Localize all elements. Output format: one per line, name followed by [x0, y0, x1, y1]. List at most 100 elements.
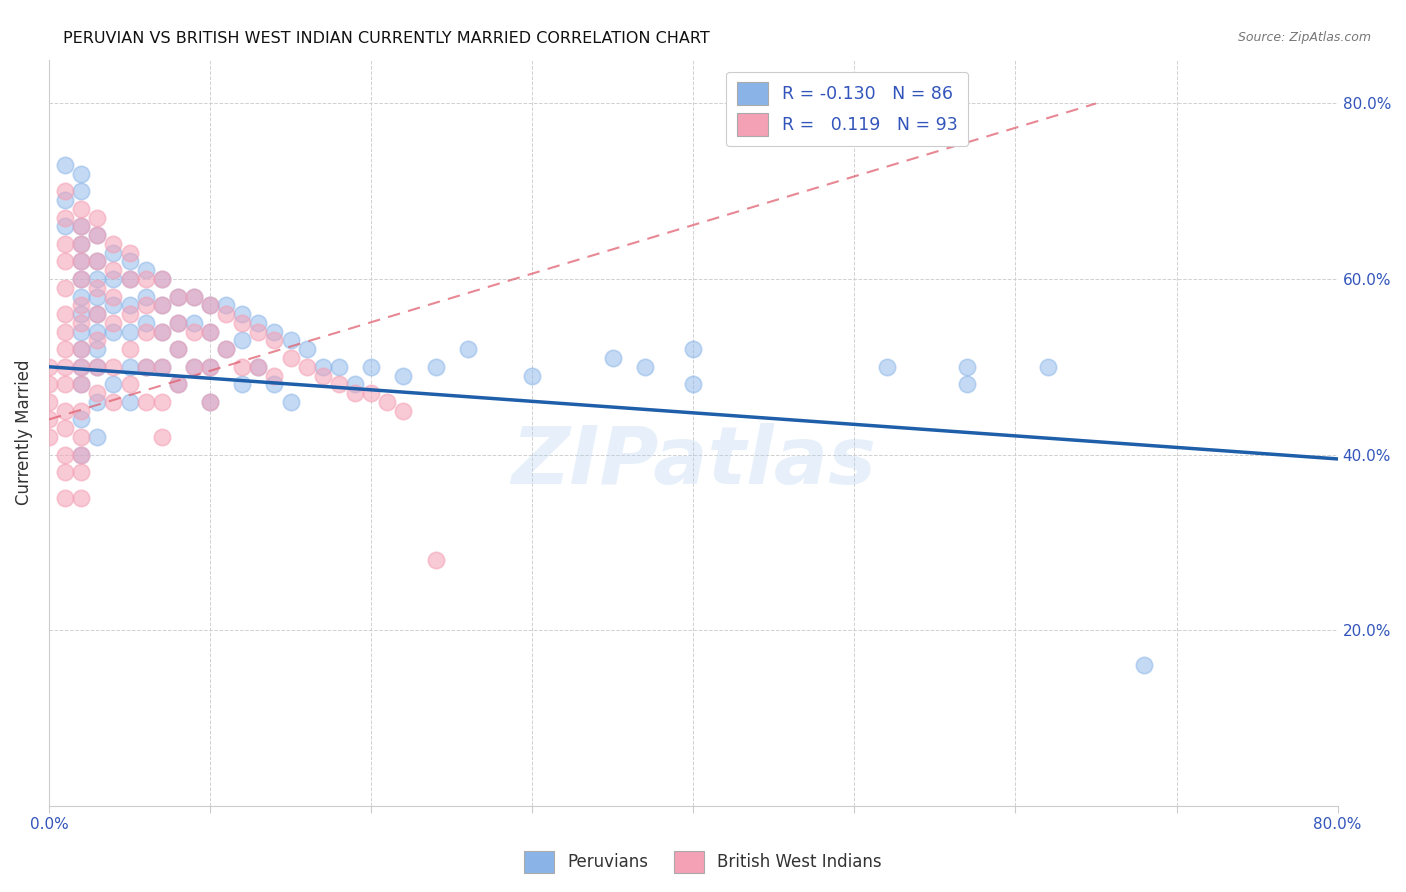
Point	[312, 368, 335, 383]
Point	[86, 228, 108, 243]
Point	[215, 298, 238, 312]
Point	[150, 359, 173, 374]
Text: ZIPatlas: ZIPatlas	[510, 424, 876, 501]
Point	[198, 359, 221, 374]
Point	[183, 289, 205, 303]
Point	[231, 334, 253, 348]
Point	[103, 325, 125, 339]
Point	[166, 316, 188, 330]
Point	[183, 325, 205, 339]
Point	[86, 307, 108, 321]
Point	[70, 307, 93, 321]
Point	[86, 254, 108, 268]
Point	[103, 316, 125, 330]
Point	[183, 359, 205, 374]
Point	[263, 368, 285, 383]
Point	[103, 272, 125, 286]
Point	[328, 359, 350, 374]
Point	[70, 298, 93, 312]
Point	[215, 343, 238, 357]
Point	[360, 359, 382, 374]
Point	[198, 298, 221, 312]
Point	[682, 377, 704, 392]
Point	[198, 395, 221, 409]
Point	[70, 236, 93, 251]
Point	[166, 289, 188, 303]
Point	[150, 298, 173, 312]
Point	[53, 211, 76, 225]
Point	[118, 395, 141, 409]
Point	[198, 395, 221, 409]
Point	[38, 430, 60, 444]
Point	[198, 298, 221, 312]
Point	[53, 193, 76, 207]
Point	[135, 359, 157, 374]
Point	[38, 412, 60, 426]
Point	[328, 377, 350, 392]
Point	[70, 343, 93, 357]
Point	[280, 351, 302, 365]
Y-axis label: Currently Married: Currently Married	[15, 359, 32, 506]
Point	[70, 272, 93, 286]
Point	[198, 359, 221, 374]
Point	[247, 325, 270, 339]
Point	[53, 359, 76, 374]
Point	[135, 325, 157, 339]
Point	[150, 298, 173, 312]
Point	[135, 359, 157, 374]
Text: Source: ZipAtlas.com: Source: ZipAtlas.com	[1237, 31, 1371, 45]
Point	[86, 430, 108, 444]
Point	[53, 491, 76, 506]
Point	[150, 325, 173, 339]
Point	[70, 403, 93, 417]
Point	[86, 325, 108, 339]
Point	[166, 289, 188, 303]
Point	[70, 491, 93, 506]
Point	[956, 359, 979, 374]
Point	[135, 316, 157, 330]
Point	[103, 395, 125, 409]
Point	[53, 254, 76, 268]
Point	[135, 289, 157, 303]
Point	[70, 219, 93, 234]
Point	[118, 359, 141, 374]
Point	[118, 254, 141, 268]
Point	[312, 359, 335, 374]
Point	[38, 377, 60, 392]
Point	[602, 351, 624, 365]
Point	[53, 281, 76, 295]
Point	[86, 254, 108, 268]
Point	[295, 359, 318, 374]
Point	[215, 307, 238, 321]
Point	[86, 272, 108, 286]
Point	[135, 298, 157, 312]
Point	[150, 272, 173, 286]
Point	[150, 272, 173, 286]
Point	[70, 377, 93, 392]
Point	[103, 236, 125, 251]
Point	[70, 465, 93, 479]
Point	[1133, 658, 1156, 673]
Point	[53, 184, 76, 198]
Point	[231, 316, 253, 330]
Point	[876, 359, 898, 374]
Point	[392, 403, 415, 417]
Point	[263, 377, 285, 392]
Point	[247, 359, 270, 374]
Point	[86, 359, 108, 374]
Point	[183, 289, 205, 303]
Point	[150, 325, 173, 339]
Point	[280, 395, 302, 409]
Point	[247, 359, 270, 374]
Point	[103, 245, 125, 260]
Point	[522, 368, 544, 383]
Point	[86, 211, 108, 225]
Text: PERUVIAN VS BRITISH WEST INDIAN CURRENTLY MARRIED CORRELATION CHART: PERUVIAN VS BRITISH WEST INDIAN CURRENTL…	[63, 31, 710, 46]
Point	[425, 359, 447, 374]
Point	[70, 412, 93, 426]
Point	[634, 359, 657, 374]
Point	[183, 316, 205, 330]
Point	[198, 325, 221, 339]
Point	[118, 298, 141, 312]
Point	[263, 334, 285, 348]
